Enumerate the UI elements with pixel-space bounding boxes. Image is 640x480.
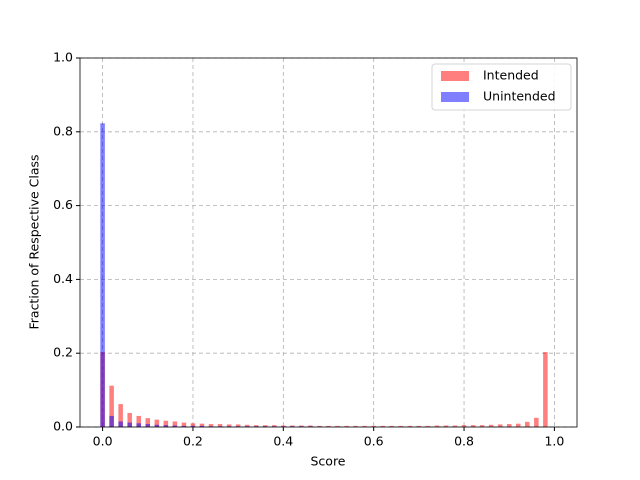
legend-swatch <box>441 92 469 102</box>
bar <box>371 425 376 427</box>
bar <box>100 123 105 428</box>
bar <box>136 423 141 427</box>
bar <box>199 423 205 427</box>
bar <box>190 423 196 427</box>
bar <box>226 424 232 427</box>
bar <box>118 404 123 427</box>
y-tick-label: 0.6 <box>53 197 73 212</box>
y-tick-label: 0.8 <box>53 123 73 138</box>
bar <box>344 425 349 427</box>
bar <box>543 352 548 427</box>
y-tick-label: 0.2 <box>53 345 73 360</box>
x-tick-label: 0.2 <box>183 434 203 449</box>
bar <box>154 424 160 427</box>
bar <box>181 422 187 427</box>
bar <box>380 425 385 427</box>
bar <box>525 421 530 427</box>
y-tick-label: 1.0 <box>53 50 73 65</box>
bar <box>208 424 214 427</box>
x-tick-label: 0.8 <box>454 434 474 449</box>
bar <box>190 425 196 427</box>
y-axis-label: Fraction of Respective Class <box>27 154 42 329</box>
bar <box>172 421 178 427</box>
x-tick-label: 0.6 <box>364 434 384 449</box>
bar <box>516 423 521 427</box>
bar <box>272 425 277 427</box>
legend-label: Unintended <box>483 89 556 104</box>
x-tick-label: 0.0 <box>93 434 113 449</box>
bar <box>479 425 485 427</box>
y-tick-label: 0.4 <box>53 271 73 286</box>
bar <box>326 425 331 427</box>
bar <box>506 424 512 427</box>
bar <box>461 425 467 427</box>
bar <box>434 425 440 427</box>
bar <box>416 425 422 427</box>
bar <box>362 425 367 427</box>
bar <box>425 425 431 427</box>
bar <box>127 422 132 427</box>
bar <box>217 424 223 427</box>
bar <box>154 419 160 427</box>
bar <box>163 425 169 427</box>
bar <box>497 424 503 427</box>
bar <box>163 420 169 427</box>
bar <box>262 425 268 427</box>
y-tick-label: 0.0 <box>53 419 73 434</box>
bar <box>109 385 114 427</box>
x-axis-label: Score <box>310 454 345 469</box>
bar <box>199 425 205 427</box>
bar <box>118 421 123 427</box>
bar <box>127 412 132 427</box>
x-tick-label: 1.0 <box>544 434 564 449</box>
bar <box>244 424 250 427</box>
legend-label: Intended <box>483 68 539 83</box>
bar <box>488 424 494 427</box>
bar <box>172 425 178 427</box>
bar <box>253 425 259 427</box>
bar <box>353 425 358 427</box>
bar <box>470 425 476 427</box>
bar <box>443 425 449 427</box>
bar <box>181 425 187 427</box>
bar <box>398 425 404 427</box>
bar <box>317 425 322 427</box>
bar <box>235 424 241 427</box>
bar <box>145 418 151 427</box>
bar <box>407 425 413 427</box>
x-tick-label: 0.4 <box>273 434 293 449</box>
bar <box>534 417 539 427</box>
bar <box>452 425 458 427</box>
bar <box>389 425 395 427</box>
plot-frame <box>79 57 578 428</box>
bar <box>335 425 340 427</box>
bar <box>109 415 114 427</box>
bar <box>136 415 141 427</box>
bar <box>145 424 151 427</box>
legend-swatch <box>441 71 469 81</box>
